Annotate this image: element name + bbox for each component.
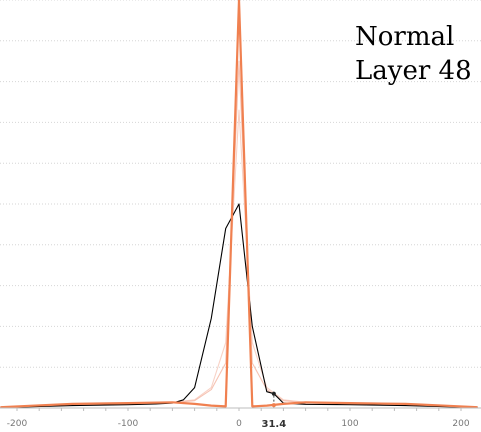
x-tick-label: -100 (118, 419, 139, 429)
series-line-3 (0, 203, 478, 409)
marker-dot-dark (271, 391, 276, 396)
x-tick-label: 0 (236, 419, 242, 429)
x-tick-label: 200 (452, 419, 469, 429)
x-tick-label: 100 (341, 419, 358, 429)
x-axis (0, 407, 481, 411)
annotation-line-2: Layer 48 (355, 56, 472, 86)
series-lines (0, 0, 478, 409)
series-line-1 (0, 109, 478, 408)
series-line-4 (0, 0, 478, 409)
marker-label: 31.4 (262, 419, 287, 430)
x-tick-label: -200 (7, 419, 28, 429)
annotation-line-1: Normal (355, 22, 455, 52)
x-tick-labels: -200 -100 0 100 200 (7, 419, 470, 429)
marker-dot-highlight (271, 403, 276, 408)
value-marker: 31.4 (262, 391, 287, 430)
